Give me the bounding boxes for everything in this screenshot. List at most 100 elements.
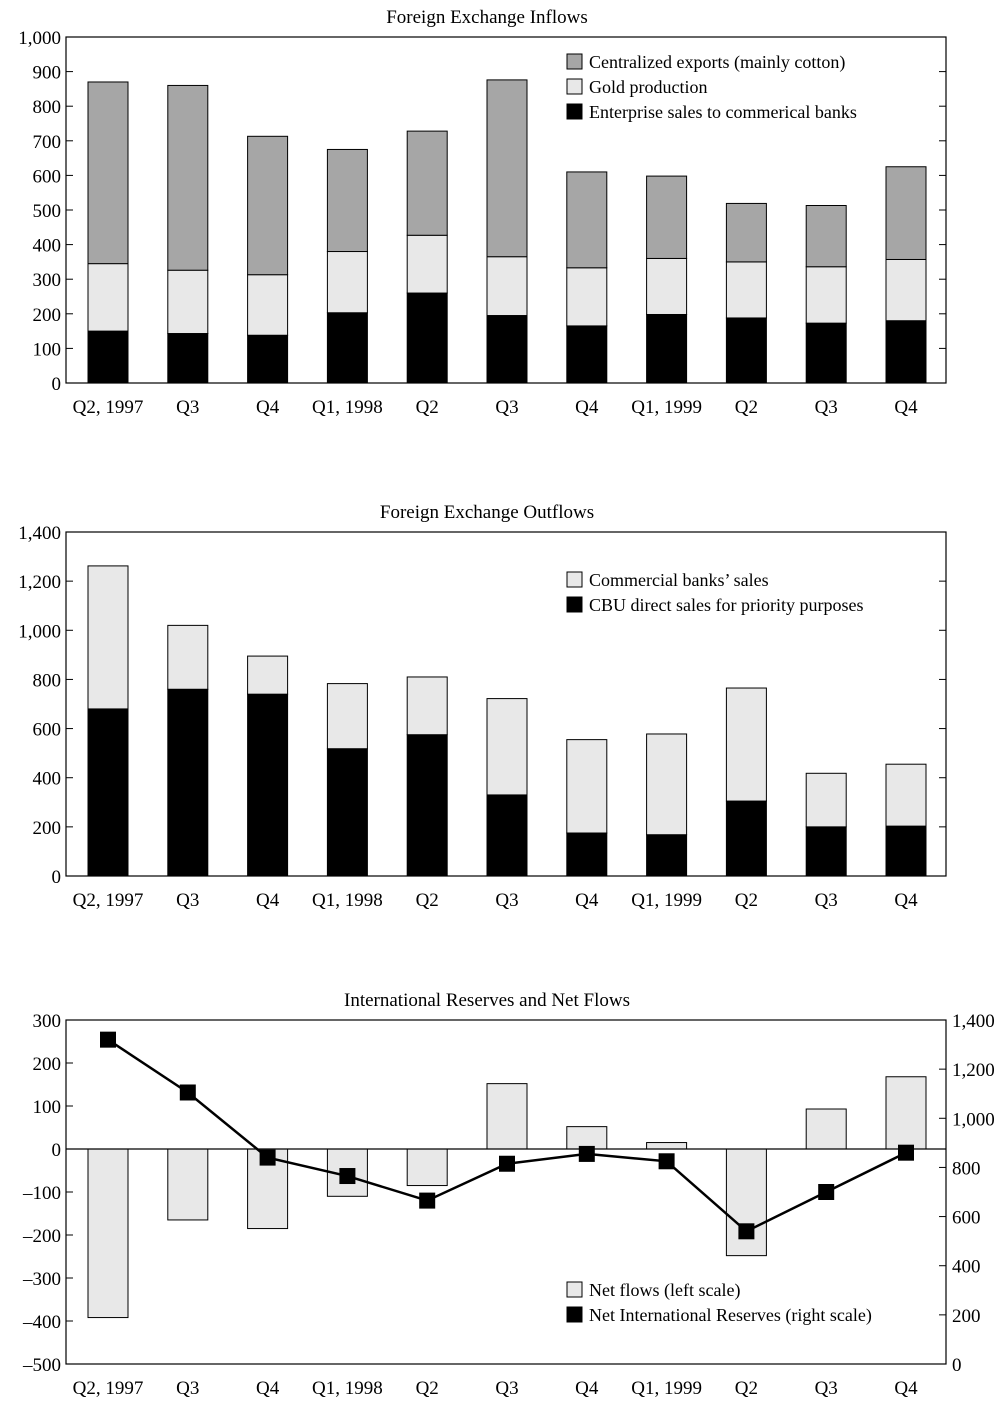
reserves-y2tick-label: 1,400 — [952, 1011, 995, 1032]
inflows-legend-swatch — [566, 53, 583, 70]
inflows-title: Foreign Exchange Inflows — [386, 7, 588, 28]
inflows-legend-swatch — [566, 103, 583, 120]
outflows-bar-segment — [646, 834, 688, 877]
outflows-xtick-label: Q1, 1999 — [631, 890, 702, 911]
reserves-reserves-point — [578, 1145, 595, 1162]
outflows-bar-segment — [486, 794, 528, 877]
outflows-legend-label: Commercial banks’ sales — [589, 570, 769, 590]
outflows-ytick-label: 400 — [33, 769, 62, 790]
reserves-y2tick-label: 1,200 — [952, 1060, 995, 1081]
reserves-ytick-label: –500 — [22, 1355, 61, 1376]
reserves-net-flow-bar — [885, 1076, 927, 1150]
reserves-reserves-point — [179, 1084, 196, 1101]
inflows-bar-segment — [247, 334, 289, 384]
inflows-ytick-label: 900 — [33, 63, 62, 84]
outflows-bar-segment — [486, 698, 528, 796]
reserves-y2tick-label: 800 — [952, 1158, 981, 1179]
inflows-bar-segment — [326, 148, 368, 253]
inflows-xtick-label: Q1, 1999 — [631, 397, 702, 418]
reserves-legend-swatch — [566, 1306, 583, 1323]
outflows-bar-segment — [326, 683, 368, 750]
inflows-bar-segment — [486, 79, 528, 258]
inflows-bar-segment — [326, 312, 368, 384]
inflows-bar-segment — [406, 234, 448, 294]
inflows-bar-segment — [326, 251, 368, 314]
reserves-reserves-point — [259, 1149, 276, 1166]
outflows-bar-segment — [885, 825, 927, 877]
outflows-chart: Foreign Exchange Outflows 0 200 400 600 800 1… — [18, 502, 947, 911]
inflows-ytick-label: 700 — [33, 132, 62, 153]
inflows-ytick-label: 400 — [33, 236, 62, 257]
inflows-bar-segment — [646, 175, 688, 259]
outflows-ytick-label: 0 — [52, 867, 62, 888]
outflows-bar-segment — [805, 772, 847, 828]
outflows-ytick-label: 1,200 — [18, 572, 61, 593]
reserves-ytick-label: 0 — [52, 1140, 62, 1161]
outflows-bar-segment — [725, 687, 767, 802]
inflows-xtick-label: Q2 — [735, 397, 758, 418]
outflows-bar-segment — [406, 676, 448, 736]
reserves-xtick-label: Q1, 1999 — [631, 1378, 702, 1399]
reserves-xtick-label: Q3 — [176, 1378, 199, 1399]
outflows-legend-swatch — [566, 596, 583, 613]
reserves-xtick-label: Q2 — [416, 1378, 439, 1399]
reserves-xtick-label: Q1, 1998 — [312, 1378, 383, 1399]
outflows-legend-label: CBU direct sales for priority purposes — [589, 595, 863, 615]
reserves-net-flow-bar — [486, 1083, 528, 1150]
inflows-plot-frame — [65, 36, 947, 384]
reserves-ytick-label: 100 — [33, 1097, 62, 1118]
inflows-bar-segment — [486, 256, 528, 317]
outflows-ytick-label: 200 — [33, 818, 62, 839]
reserves-xtick-label: Q3 — [815, 1378, 838, 1399]
inflows-legend-label: Centralized exports (mainly cotton) — [589, 52, 845, 73]
outflows-bar-segment — [725, 800, 767, 877]
inflows-bar-segment — [885, 166, 927, 260]
outflows-title: Foreign Exchange Outflows — [380, 502, 594, 523]
reserves-xtick-label: Q2, 1997 — [73, 1378, 144, 1399]
reserves-legend-label: Net International Reserves (right scale) — [589, 1305, 872, 1326]
outflows-xtick-label: Q4 — [575, 890, 599, 911]
reserves-xtick-label: Q4 — [894, 1378, 918, 1399]
reserves-chart: International Reserves and Net Flows –50… — [22, 990, 995, 1399]
inflows-bar-segment — [247, 135, 289, 276]
inflows-bar-segment — [725, 317, 767, 384]
reserves-ytick-label: 200 — [33, 1054, 62, 1075]
outflows-bar-segment — [167, 688, 209, 877]
reserves-reserves-point — [898, 1144, 914, 1161]
outflows-bar-segment — [805, 826, 847, 877]
outflows-plot-frame — [65, 531, 947, 877]
inflows-xtick-label: Q2, 1997 — [73, 397, 144, 418]
inflows-xtick-label: Q3 — [815, 397, 838, 418]
reserves-net-flow-bar — [87, 1148, 129, 1319]
outflows-xtick-label: Q1, 1998 — [312, 890, 383, 911]
outflows-bar-segment — [566, 832, 608, 877]
inflows-xtick-label: Q3 — [495, 397, 518, 418]
inflows-bar-segment — [805, 322, 847, 384]
reserves-net-flow-bar — [725, 1148, 767, 1257]
outflows-bar-segment — [87, 708, 129, 877]
inflows-bar-segment — [486, 315, 528, 384]
inflows-bar-segment — [566, 325, 608, 384]
outflows-ytick-label: 1,000 — [18, 621, 61, 642]
reserves-y2tick-label: 0 — [952, 1355, 962, 1376]
inflows-bar-segment — [167, 333, 209, 384]
outflows-ytick-label: 800 — [33, 670, 62, 691]
inflows-bar-segment — [566, 267, 608, 327]
reserves-y2tick-label: 1,000 — [952, 1109, 995, 1130]
outflows-bar-segment — [247, 693, 289, 877]
outflows-legend-swatch — [566, 571, 583, 588]
outflows-xtick-label: Q2 — [735, 890, 758, 911]
inflows-xtick-label: Q4 — [575, 397, 599, 418]
reserves-net-flow-bar — [406, 1148, 448, 1187]
inflows-bar-segment — [87, 330, 129, 384]
reserves-ytick-label: –400 — [22, 1312, 61, 1333]
reserves-reserves-point — [419, 1192, 436, 1209]
inflows-xtick-label: Q1, 1998 — [312, 397, 383, 418]
reserves-xtick-label: Q4 — [256, 1378, 280, 1399]
outflows-bar-segment — [87, 565, 129, 710]
inflows-bar-segment — [566, 171, 608, 269]
inflows-chart: Foreign Exchange Inflows 0 100 200 300 400 50… — [18, 7, 947, 418]
inflows-bar-segment — [247, 274, 289, 336]
reserves-y2tick-label: 600 — [952, 1208, 981, 1229]
